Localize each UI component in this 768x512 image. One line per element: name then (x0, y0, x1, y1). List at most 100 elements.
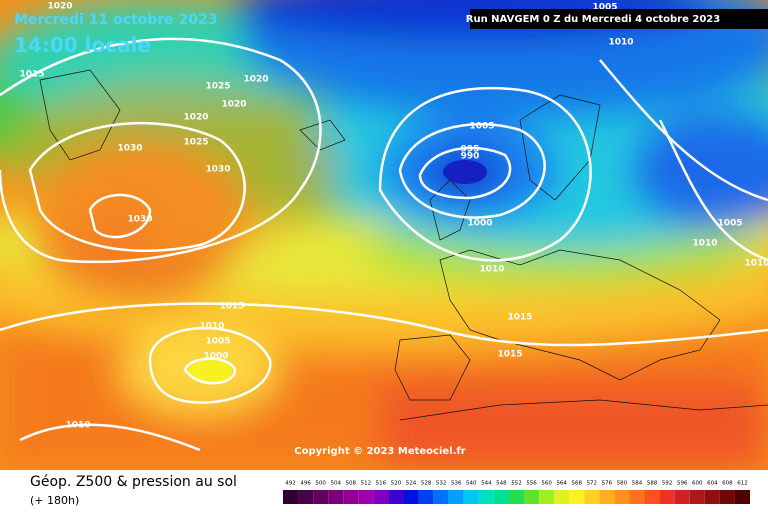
scale-cell (734, 490, 750, 504)
isobar-label: 1015 (19, 70, 44, 80)
isobar-label: 1005 (469, 122, 494, 132)
isobar-labels: 1020 1015 1025 1020 1020 1020 1030 1025 1030 1030… (19, 2, 768, 431)
scale-label: 544 (481, 481, 492, 487)
isobar-label: 1010 (479, 265, 504, 275)
isobar-label: 1000 (203, 352, 228, 362)
scale-label: 516 (376, 481, 387, 487)
isobar-label: 1010 (744, 259, 768, 269)
scale-cell (569, 490, 585, 504)
scale-cell (659, 490, 675, 504)
copyright: Copyright © 2023 Meteociel.fr (294, 446, 465, 457)
scale-label: 612 (737, 481, 748, 487)
valid-date: Mercredi 11 octobre 2023 (14, 12, 218, 28)
isobar-label: 1030 (117, 144, 142, 154)
scale-label: 560 (541, 481, 552, 487)
scale-label: 536 (451, 481, 462, 487)
scale-cell (689, 490, 705, 504)
scale-label: 600 (692, 481, 703, 487)
scale-label: 532 (436, 481, 447, 487)
isobar-label: 1010 (65, 421, 90, 431)
isobar-label: 1015 (497, 350, 522, 360)
scale-cell (298, 490, 314, 504)
isobar-label: 1015 (507, 313, 532, 323)
scale-cell (463, 490, 479, 504)
isobar-label: 1025 (205, 82, 230, 92)
scale-cell (599, 490, 615, 504)
scale-label: 528 (421, 481, 432, 487)
scale-cell (358, 490, 374, 504)
isobar-label: 1010 (692, 239, 717, 249)
isobar-label: 1020 (243, 75, 268, 85)
scale-label: 572 (587, 481, 598, 487)
scale-cell (433, 490, 449, 504)
scale-label: 512 (361, 481, 372, 487)
scale-label: 548 (496, 481, 507, 487)
isobar-label: 990 (461, 152, 480, 162)
scale-label: 568 (572, 481, 583, 487)
run-label: Run NAVGEM 0 Z du Mercredi 4 octobre 202… (466, 14, 720, 25)
scale-label: 580 (617, 481, 628, 487)
footer-lead: (+ 180h) (30, 494, 79, 507)
isobar-label: 1020 (221, 100, 246, 110)
color-scale: 492 496 500 504 508 512 516 520 524 528 532 536 540 5… (283, 481, 750, 504)
scale-cell (373, 490, 389, 504)
scale-cell (493, 490, 509, 504)
run-banner (470, 9, 768, 29)
scale-cell (554, 490, 570, 504)
scale-cell (478, 490, 494, 504)
local-time: 14:00 locale (14, 33, 151, 57)
scale-label: 604 (707, 481, 718, 487)
scale-cell (418, 490, 434, 504)
isobars (0, 37, 768, 452)
isobar-label: 1015 (219, 302, 244, 312)
scale-cell (674, 490, 690, 504)
scale-cell (584, 490, 600, 504)
scale-label: 500 (315, 481, 326, 487)
scale-cell (614, 490, 630, 504)
scale-label: 520 (391, 481, 402, 487)
scale-cell (644, 490, 660, 504)
scale-label: 496 (300, 481, 311, 487)
scale-cell (448, 490, 464, 504)
isobar-label: 995 (461, 145, 480, 155)
isobar-label: 1020 (47, 2, 72, 12)
scale-label: 552 (511, 481, 522, 487)
scale-label: 508 (346, 481, 357, 487)
scale-cell (508, 490, 525, 504)
scale-cell (328, 490, 344, 504)
isobar-label: 1005 (717, 219, 742, 229)
isobar-label: 1025 (183, 138, 208, 148)
isobar-label: 1010 (199, 322, 224, 332)
scale-cell (343, 490, 359, 504)
isobar-label: 1005 (205, 337, 230, 347)
isobar-label: 1030 (127, 215, 152, 225)
scale-cell (704, 490, 720, 504)
scale-cell (539, 490, 555, 504)
scale-label: 608 (722, 481, 733, 487)
isobar-label: 1020 (183, 113, 208, 123)
isobar-label: 1030 (205, 165, 230, 175)
scale-label: 524 (406, 481, 417, 487)
isobar-label: 1000 (467, 219, 492, 229)
map-field (0, 0, 768, 470)
scale-label: 588 (647, 481, 658, 487)
isobar-label: 1005 (592, 3, 617, 13)
scale-cell (629, 490, 645, 504)
isobar-label: 1010 (608, 38, 633, 48)
scale-label: 504 (330, 481, 341, 487)
scale-label: 584 (632, 481, 643, 487)
scale-cell (403, 490, 419, 504)
scale-label: 556 (526, 481, 537, 487)
scale-label: 596 (677, 481, 688, 487)
scale-label: 492 (285, 481, 296, 487)
footer-title: Géop. Z500 & pression au sol (30, 474, 237, 490)
scale-cell (388, 490, 404, 504)
scale-cell (283, 490, 299, 504)
scale-label: 592 (662, 481, 673, 487)
scale-label: 576 (602, 481, 613, 487)
scale-cell (313, 490, 329, 504)
scale-label: 564 (556, 481, 567, 487)
scale-cell (719, 490, 735, 504)
scale-label: 540 (466, 481, 477, 487)
